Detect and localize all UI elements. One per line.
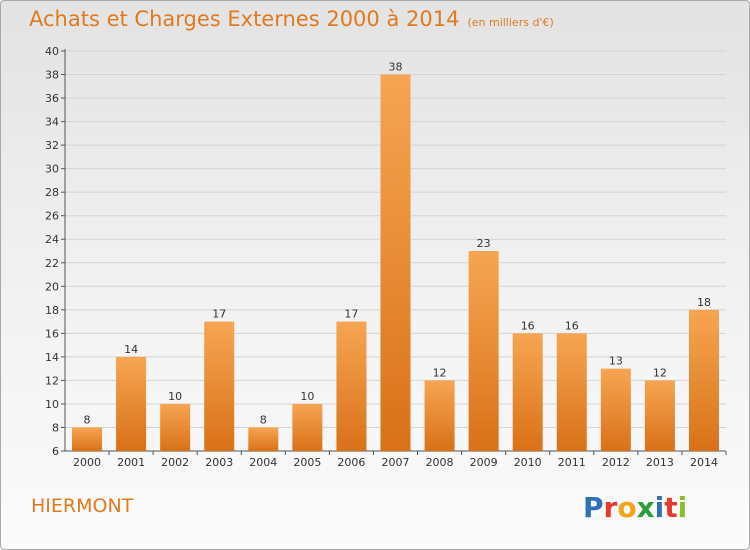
data-label-2007: 38	[389, 61, 403, 74]
x-tick-label-2013: 2013	[646, 456, 674, 469]
bar-2014	[688, 309, 719, 451]
svg-text:Proxiti: Proxiti	[583, 491, 687, 524]
x-tick-label-2008: 2008	[426, 456, 454, 469]
data-label-2005: 10	[300, 390, 314, 403]
y-tick-label: 30	[45, 163, 59, 176]
bar-2007	[380, 74, 411, 451]
y-tick-label: 8	[52, 421, 59, 434]
x-tick-label-2007: 2007	[382, 456, 410, 469]
x-tick-label-2012: 2012	[602, 456, 630, 469]
y-tick-label: 14	[45, 351, 59, 364]
y-tick-label: 36	[45, 92, 59, 105]
data-label-2003: 17	[212, 308, 226, 321]
chart-subtitle: (en milliers d'€)	[467, 16, 554, 29]
y-tick-label: 12	[45, 374, 59, 387]
x-tick-label-2000: 2000	[73, 456, 101, 469]
y-tick-label: 18	[45, 304, 59, 317]
x-tick-label-2009: 2009	[470, 456, 498, 469]
labels: 6 8 10 12 14 16 18 20 22 24 26 28 30 32 34 36 38 40 8 2000 1…	[45, 45, 718, 469]
data-label-2001: 14	[124, 343, 138, 356]
x-tick-label-2006: 2006	[337, 456, 365, 469]
data-label-2012: 13	[609, 355, 623, 368]
y-tick-label: 28	[45, 186, 59, 199]
proxiti-logo: Proxiti	[583, 491, 687, 524]
bar-2000	[72, 427, 103, 451]
y-tick-label: 10	[45, 398, 59, 411]
bar-2003	[204, 321, 235, 451]
y-tick-label: 22	[45, 257, 59, 270]
x-tick-label-2011: 2011	[558, 456, 586, 469]
commune-name: HIERMONT	[31, 495, 134, 517]
bar-2002	[160, 403, 191, 451]
chart-title-text: Achats et Charges Externes 2000 à 2014	[29, 7, 460, 31]
bar-2005	[292, 403, 323, 451]
y-tick-label: 38	[45, 69, 59, 82]
y-tick-label: 32	[45, 139, 59, 152]
data-label-2002: 10	[168, 390, 182, 403]
data-label-2006: 17	[344, 308, 358, 321]
y-tick-label: 6	[52, 445, 59, 458]
y-tick-label: 40	[45, 45, 59, 58]
data-label-2011: 16	[565, 319, 579, 332]
bar-2001	[116, 356, 147, 451]
y-tick-label: 16	[45, 327, 59, 340]
x-tick-label-2004: 2004	[249, 456, 277, 469]
bar-2004	[248, 427, 279, 451]
data-label-2000: 8	[84, 413, 91, 426]
bar-2013	[644, 380, 675, 451]
data-label-2008: 12	[433, 366, 447, 379]
data-label-2004: 8	[260, 413, 267, 426]
data-label-2010: 16	[521, 319, 535, 332]
x-tick-label-2002: 2002	[161, 456, 189, 469]
data-label-2013: 12	[653, 366, 667, 379]
x-tick-label-2003: 2003	[205, 456, 233, 469]
bars	[72, 74, 719, 451]
x-tick-label-2010: 2010	[514, 456, 542, 469]
data-label-2009: 23	[477, 237, 491, 250]
data-label-2014: 18	[697, 296, 711, 309]
bar-2009	[468, 251, 499, 451]
bar-2006	[336, 321, 367, 451]
y-tick-label: 26	[45, 210, 59, 223]
bar-2008	[424, 380, 455, 451]
bar-2010	[512, 333, 543, 451]
x-tick-label-2014: 2014	[690, 456, 718, 469]
bar-2011	[556, 333, 587, 451]
x-tick-label-2005: 2005	[293, 456, 321, 469]
x-tick-label-2001: 2001	[117, 456, 145, 469]
y-tick-label: 24	[45, 233, 59, 246]
y-tick-label: 34	[45, 116, 59, 129]
bar-2012	[600, 368, 631, 451]
y-tick-label: 20	[45, 280, 59, 293]
chart-title: Achats et Charges Externes 2000 à 2014 (e…	[29, 7, 554, 31]
